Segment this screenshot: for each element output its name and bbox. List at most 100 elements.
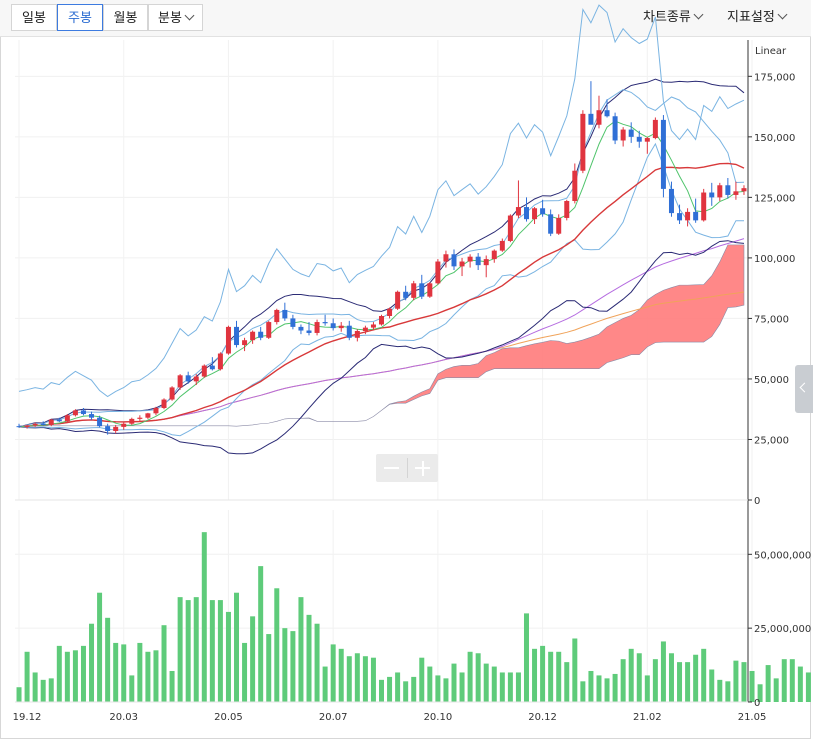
candle-body [266,322,272,338]
volume-bar [121,644,127,702]
volume-bar [443,678,449,702]
time-tick-label: 21.02 [633,712,662,723]
candle-body [652,119,658,139]
tab-monthly[interactable]: 월봉 [103,4,148,31]
volume-bar [403,681,409,702]
volume-bar [346,656,352,702]
candle-body [306,330,312,333]
candle-body [548,214,554,234]
candle-body [701,192,707,221]
time-tick-label: 20.10 [424,712,453,723]
volume-bar [467,651,473,702]
price-tick-label: 75,000 [754,314,789,325]
volume-bar [491,666,497,702]
volume-bar [242,642,248,702]
volume-bar [789,659,795,702]
candle-body [668,188,674,214]
volume-bar [274,588,280,702]
price-tick-label: 50,000 [754,375,789,386]
indicator-menu[interactable]: 지표설정 [727,4,788,31]
zoom-in-button[interactable] [407,454,438,482]
volume-bar [725,681,731,702]
volume-bar [97,592,103,702]
volume-bar [507,672,513,702]
time-tick-label: 21.05 [738,712,767,723]
time-tick-label: 20.05 [214,712,243,723]
candle-body [395,291,401,309]
candle-body [137,417,143,419]
candle-body [129,418,135,424]
candle-body [532,208,538,220]
lagging-span-line [18,4,745,398]
candle-body [580,113,586,171]
candle-body [427,283,433,297]
bollinger-lower-line [18,240,745,455]
volume-bar [612,673,618,702]
candle-body [48,419,54,425]
volume-bar [652,659,658,702]
volume-bar [113,642,119,702]
volume-bar [169,670,175,702]
time-tick-label: 20.07 [319,712,348,723]
candle-body [717,185,723,198]
price-tick-label: 100,000 [754,254,795,265]
volume-bar [515,672,521,702]
candle-body [242,340,248,346]
volume-bar [733,660,739,702]
volume-bar [596,675,602,702]
volume-bar [540,645,546,702]
candle-body [89,414,95,418]
volume-tick-label: 0 [754,698,760,709]
candle-body [467,256,473,262]
side-panel-toggle[interactable] [795,365,813,413]
volume-bar [362,656,368,702]
volume-bar [64,651,70,702]
tab-daily[interactable]: 일봉 [11,4,57,31]
price-tick-label: 175,000 [754,72,795,83]
candle-body [443,254,449,262]
candle-body [403,291,409,298]
candle-body [499,240,505,251]
volume-bar [217,600,223,702]
volume-bar [588,670,594,702]
indicator-label: 지표설정 [727,10,775,25]
volume-bar [298,597,304,702]
candle-body [274,309,280,323]
candle-body [217,353,223,370]
candle-body [290,318,296,327]
volume-bar [306,614,312,702]
volume-bar [459,672,465,702]
candle-body [636,136,642,142]
candle-body [515,207,521,216]
tab-weekly[interactable]: 주봉 [57,4,103,31]
volume-bar [604,678,610,702]
volume-bar [636,653,642,702]
volume-bar [701,648,707,702]
volume-bar [153,650,159,702]
ma5-line [18,120,745,428]
tab-minute[interactable]: 분봉 [148,4,203,31]
candle-body [677,213,683,221]
candle-body [588,113,594,125]
volume-bar [741,662,747,702]
volume-bar [805,672,811,702]
plus-icon-vertical [421,460,424,476]
ma20-line [18,162,745,428]
volume-bar [330,644,336,702]
volume-bar [225,611,231,702]
zoom-out-button[interactable] [376,454,407,482]
time-tick-label: 20.12 [528,712,557,723]
volume-bar [40,679,46,702]
volume-bar [379,679,384,702]
candle-body [435,261,441,284]
volume-bar [209,600,215,702]
candle-body [153,408,159,414]
candle-body [56,419,62,422]
volume-bar [644,675,650,702]
volume-bar [24,651,30,702]
tab-minute-label: 분봉 [158,11,182,26]
volume-bar [797,666,803,702]
candle-body [282,309,288,319]
chart-type-menu[interactable]: 차트종류 [643,4,704,31]
